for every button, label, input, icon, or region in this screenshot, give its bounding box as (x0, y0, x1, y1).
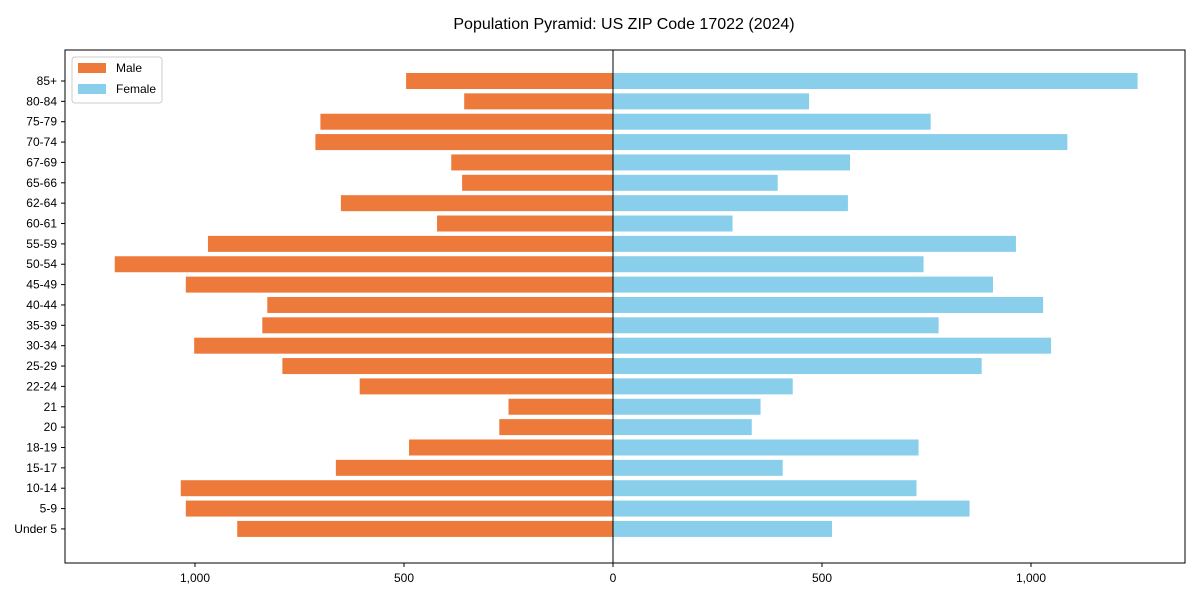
y-tick-label: 22-24 (26, 379, 57, 393)
bar-female (613, 378, 793, 395)
x-tick-label: 0 (610, 571, 617, 585)
bar-male (114, 256, 613, 273)
y-tick-label: 35-39 (26, 318, 57, 332)
bar-male (508, 398, 613, 415)
y-tick-label: 60-61 (26, 217, 57, 231)
bar-female (613, 337, 1052, 354)
bar-male (335, 459, 613, 476)
y-tick-label: 25-29 (26, 359, 57, 373)
bar-female (613, 73, 1138, 89)
bar-female (613, 134, 1068, 151)
y-tick-label: 18-19 (26, 440, 57, 454)
chart-title: Population Pyramid: US ZIP Code 17022 (2… (453, 16, 794, 33)
y-tick-label: 70-74 (26, 135, 57, 149)
legend-label-female: Female (116, 82, 156, 96)
bar-female (613, 174, 778, 191)
bar-male (451, 154, 613, 171)
bar-female (613, 358, 982, 375)
x-tick-label: 1,000 (1016, 571, 1046, 585)
bar-female (613, 439, 919, 456)
bar-male (320, 113, 613, 130)
bar-female (613, 500, 970, 517)
bar-male (237, 520, 613, 537)
bar-male (340, 195, 613, 212)
y-tick-label: 20 (44, 420, 58, 434)
bar-male (185, 276, 613, 293)
bar-female (613, 113, 931, 130)
bar-male (267, 296, 613, 313)
y-tick-label: 40-44 (26, 298, 57, 312)
bar-female (613, 317, 939, 334)
y-tick-label: 55-59 (26, 237, 57, 251)
y-tick-label: 65-66 (26, 176, 57, 190)
y-tick-label: 5-9 (40, 502, 58, 516)
bar-male (409, 439, 613, 456)
bar-female (613, 256, 924, 273)
bar-female (613, 398, 761, 415)
legend-label-male: Male (116, 61, 142, 75)
bar-male (437, 215, 613, 232)
y-tick-label: 75-79 (26, 115, 57, 129)
legend-swatch-female (78, 84, 106, 94)
bar-male (406, 73, 613, 89)
legend-swatch-male (78, 63, 106, 73)
bar-male (262, 317, 613, 334)
bar-female (613, 276, 993, 293)
bar-male (464, 93, 613, 110)
bar-female (613, 459, 783, 476)
bar-male (207, 235, 613, 252)
y-tick-label: 62-64 (26, 196, 57, 210)
bar-female (613, 520, 833, 537)
y-tick-label: Under 5 (14, 522, 57, 536)
bar-male (499, 419, 613, 436)
x-tick-label: 500 (812, 571, 832, 585)
bar-female (613, 419, 752, 436)
bar-female (613, 296, 1044, 313)
x-tick-label: 1,000 (180, 571, 210, 585)
y-tick-label: 21 (44, 400, 58, 414)
y-tick-label: 15-17 (26, 461, 57, 475)
y-tick-label: 50-54 (26, 257, 57, 271)
bar-male (282, 358, 613, 375)
bar-male (194, 337, 613, 354)
plot-frame (64, 49, 1186, 564)
legend: Male Female (71, 56, 163, 104)
bar-female (613, 480, 917, 497)
x-tick-label: 500 (394, 571, 414, 585)
bar-male (315, 134, 613, 151)
y-tick-label: 45-49 (26, 278, 57, 292)
bar-female (613, 215, 733, 232)
bar-female (613, 154, 851, 171)
bar-male (185, 500, 613, 517)
y-tick-label: 10-14 (26, 481, 57, 495)
bar-female (613, 235, 1016, 252)
bar-male (462, 174, 613, 191)
y-tick-label: 85+ (37, 74, 57, 88)
y-tick-label: 80-84 (26, 94, 57, 108)
bar-female (613, 93, 810, 110)
bar-male (180, 480, 613, 497)
y-tick-label: 30-34 (26, 339, 57, 353)
y-tick-label: 67-69 (26, 155, 57, 169)
bar-male (359, 378, 613, 395)
bar-female (613, 195, 848, 212)
